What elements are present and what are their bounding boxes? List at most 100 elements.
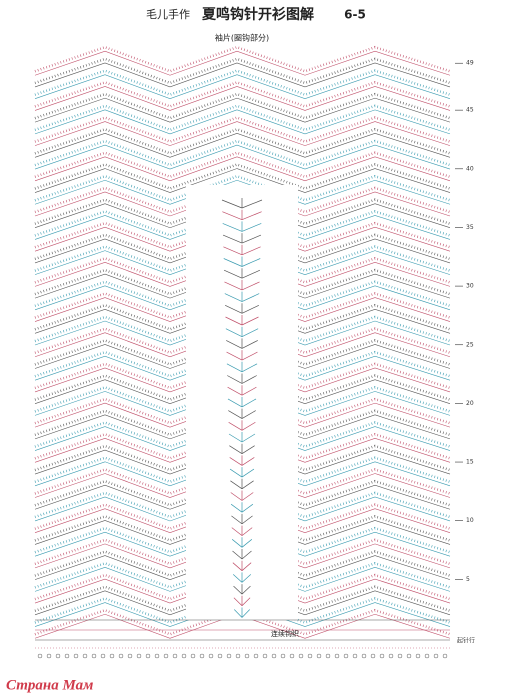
fan bbox=[225, 326, 259, 338]
stitch-ticks bbox=[34, 151, 451, 179]
stitch-ticks bbox=[34, 303, 451, 331]
stitch-ticks bbox=[34, 104, 451, 132]
fan bbox=[233, 607, 251, 618]
fan bbox=[229, 455, 255, 466]
chain-loop bbox=[397, 653, 403, 659]
chain-loop bbox=[298, 653, 304, 659]
fan bbox=[230, 478, 254, 490]
fan bbox=[225, 315, 259, 326]
stitch-ticks bbox=[34, 268, 451, 296]
stitch-ticks bbox=[34, 57, 451, 85]
chain-loop bbox=[64, 653, 70, 659]
chain-loop bbox=[325, 653, 331, 659]
chain-loop bbox=[118, 653, 124, 659]
stitch-row bbox=[34, 179, 451, 205]
fan bbox=[222, 209, 262, 221]
subtitle: 袖片(圈钩部分) bbox=[215, 33, 269, 43]
stitch-ticks bbox=[34, 421, 451, 448]
stitch-ticks bbox=[34, 210, 451, 237]
stitch-row bbox=[34, 109, 451, 135]
chain-loop bbox=[154, 653, 160, 659]
fan bbox=[227, 396, 257, 408]
fan bbox=[224, 303, 260, 314]
start-note: 起针行 bbox=[457, 637, 475, 645]
fan bbox=[224, 279, 260, 291]
fan bbox=[221, 198, 263, 209]
stitch-row bbox=[34, 97, 451, 123]
chain-loop bbox=[289, 653, 295, 659]
fan bbox=[230, 490, 254, 501]
chain-loop bbox=[46, 653, 52, 659]
stitch-ticks bbox=[34, 292, 451, 319]
stitch-ticks bbox=[34, 397, 451, 425]
row-label: 20 bbox=[466, 400, 474, 407]
stitch-ticks bbox=[34, 479, 451, 507]
stitch-ticks bbox=[34, 468, 451, 495]
row-label: 49 bbox=[466, 60, 474, 67]
chain-loop bbox=[406, 653, 412, 659]
chain-loop bbox=[235, 653, 241, 659]
fan bbox=[227, 385, 257, 396]
row-label: 25 bbox=[466, 341, 474, 348]
stitch-ticks bbox=[34, 233, 451, 261]
stitch-ticks bbox=[34, 245, 451, 272]
stitch-row bbox=[34, 156, 451, 182]
fan bbox=[222, 233, 262, 244]
chain-loop bbox=[109, 653, 115, 659]
fan bbox=[222, 221, 262, 232]
crochet-diagram: 49 45 40 35 30 25 20 15 10 5 bbox=[34, 45, 474, 659]
fan bbox=[227, 373, 257, 384]
chain-loop bbox=[91, 653, 97, 659]
chain-loop bbox=[226, 653, 232, 659]
stitch-ticks bbox=[34, 491, 451, 519]
fan bbox=[223, 244, 261, 256]
stitch-ticks bbox=[34, 186, 451, 214]
chain-loop bbox=[442, 653, 448, 659]
fan bbox=[228, 408, 256, 419]
chain-loop bbox=[334, 653, 340, 659]
stitch-ticks bbox=[34, 386, 451, 413]
stitch-ticks bbox=[34, 503, 451, 531]
chain-loop bbox=[136, 653, 142, 659]
chain-loop bbox=[163, 653, 169, 659]
chain-loop bbox=[388, 653, 394, 659]
stitch-row bbox=[34, 74, 451, 100]
stitch-row bbox=[34, 62, 451, 88]
fan bbox=[231, 525, 253, 536]
stitch-ticks bbox=[34, 432, 451, 460]
chain-loop bbox=[280, 653, 286, 659]
chain-loop bbox=[343, 653, 349, 659]
watermark: Страна Мам bbox=[6, 677, 93, 693]
chain-loop bbox=[55, 653, 61, 659]
chain-loop bbox=[253, 653, 259, 659]
stitch-ticks bbox=[34, 597, 451, 624]
stitch-ticks bbox=[34, 257, 451, 284]
stitch-ticks bbox=[34, 280, 451, 308]
fan bbox=[233, 584, 251, 595]
chain-loop bbox=[199, 653, 205, 659]
chain-loop bbox=[307, 653, 313, 659]
fan bbox=[228, 420, 256, 431]
stitch-ticks bbox=[34, 139, 451, 167]
row-label: 40 bbox=[466, 165, 474, 172]
stitch-row bbox=[34, 121, 451, 146]
stitch-ticks bbox=[34, 128, 451, 155]
chain-loop bbox=[316, 653, 322, 659]
stitch-ticks bbox=[34, 116, 451, 143]
chain-loop bbox=[415, 653, 421, 659]
stitch-ticks bbox=[34, 45, 451, 73]
chain-loop bbox=[361, 653, 367, 659]
stitch-ticks bbox=[34, 327, 451, 355]
chain-loop bbox=[145, 653, 151, 659]
stitch-ticks bbox=[34, 221, 451, 249]
stitch-ticks bbox=[34, 409, 451, 437]
fan bbox=[228, 432, 256, 443]
row-label: 45 bbox=[466, 107, 474, 114]
fan bbox=[232, 549, 252, 560]
chain-loop bbox=[379, 653, 385, 659]
page-number: 6-5 bbox=[344, 8, 366, 22]
chain-loop bbox=[73, 653, 79, 659]
chain-loop bbox=[190, 653, 196, 659]
chain-loop bbox=[433, 653, 439, 659]
stitch-ticks bbox=[34, 456, 451, 484]
